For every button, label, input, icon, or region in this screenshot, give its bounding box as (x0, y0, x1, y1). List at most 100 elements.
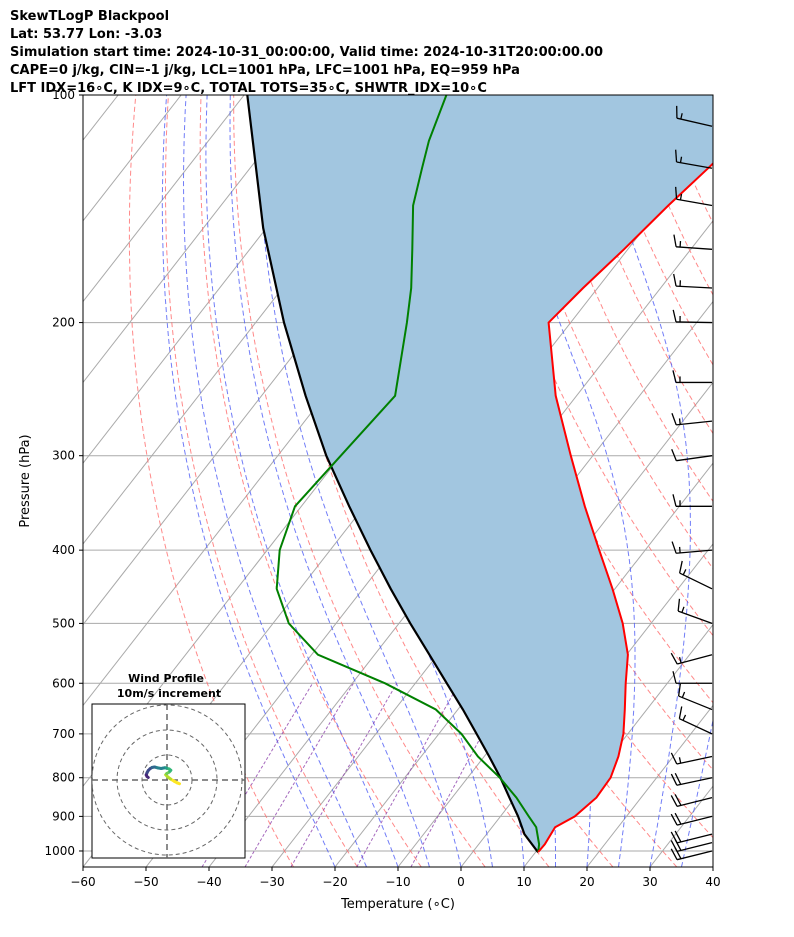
wind-barb (671, 413, 713, 426)
wind-barbs (670, 105, 713, 861)
wind-barb-flag (672, 370, 677, 383)
cin-cape-shading (247, 95, 713, 852)
x-tick-label: 20 (579, 875, 594, 889)
hodograph-frame (91, 703, 246, 859)
moist-adiabat-line (229, 95, 430, 867)
wind-barb (679, 560, 713, 590)
wind-barb (676, 105, 713, 127)
isotherm-line (334, 381, 713, 867)
wind-barb-flag (675, 149, 678, 163)
chart-header: SkewTLogP Blackpool Lat: 53.77 Lon: -3.0… (10, 8, 603, 98)
x-tick-label: −20 (322, 875, 347, 889)
wind-barb-half-flag (681, 691, 686, 698)
wind-barb-flag (675, 186, 678, 200)
y-tick-label: 400 (52, 543, 75, 557)
wind-barb-flag (677, 598, 681, 612)
chart-title: SkewTLogP Blackpool (10, 9, 170, 24)
isotherm-line (712, 866, 713, 867)
wind-barb (670, 652, 713, 665)
wind-barb-staff (676, 285, 713, 289)
dry-adiabat-line (199, 95, 422, 867)
parcel-profile-line (246, 95, 539, 853)
y-tick-label: 600 (52, 676, 75, 690)
isotherm-line (83, 95, 308, 384)
wind-barb-flag (677, 683, 681, 697)
hodograph-segment (145, 775, 150, 779)
wind-barb-half-flag (682, 714, 687, 721)
temperature-profile-line (537, 162, 713, 853)
wind-barb (670, 812, 713, 826)
x-tick-label: 10 (516, 875, 531, 889)
x-tick-label: 0 (457, 875, 465, 889)
wind-barb-flag (674, 794, 682, 806)
mixing-ratio-line (290, 683, 398, 867)
wind-barb-staff (675, 321, 713, 324)
station-coordinates: Lat: 53.77 Lon: -3.03 (10, 27, 163, 42)
wind-barb (678, 706, 713, 735)
moist-adiabat-line (182, 95, 367, 867)
y-tick-label: 300 (52, 449, 75, 463)
wind-barb-half-flag (680, 113, 683, 120)
dry-adiabat-line (128, 95, 294, 867)
wind-barb-flag (670, 652, 678, 665)
wind-barb-staff (676, 161, 713, 169)
y-tick-label: 1000 (44, 844, 75, 858)
y-tick-label: 800 (52, 771, 75, 785)
wind-barb-staff (676, 455, 713, 462)
isotherm-line (586, 704, 713, 867)
cape-cin-summary: CAPE=0 j/kg, CIN=-1 j/kg, LCL=1001 hPa, … (10, 63, 520, 78)
wind-barb-staff (676, 815, 713, 826)
hodograph-title: Wind Profile (128, 672, 204, 685)
wind-barb-flag (670, 840, 678, 852)
wind-barb-staff (676, 117, 713, 127)
x-tick-label: 40 (705, 875, 720, 889)
wind-barb-flag (670, 752, 678, 765)
wind-barb (671, 448, 713, 462)
wind-barb-half-flag (678, 657, 682, 664)
mixing-ratio-line (244, 683, 354, 867)
x-axis-label: Temperature (∘C) (340, 897, 455, 912)
y-tick-label: 500 (52, 616, 75, 630)
moist-adiabat-line (256, 95, 462, 867)
wind-barb-flag (674, 830, 682, 843)
wind-barb-staff (676, 842, 713, 853)
mixing-ratio-line (201, 683, 314, 867)
wind-barb (677, 598, 713, 625)
moist-adiabat-line (205, 95, 399, 867)
dry-adiabat-line (233, 95, 486, 867)
wind-barb-staff (677, 610, 713, 625)
wind-barb-flag (670, 831, 678, 844)
wind-barb-flag (673, 234, 677, 247)
y-tick-label: 200 (52, 316, 75, 330)
dewpoint-profile-line (275, 95, 541, 853)
wind-barb (677, 683, 713, 711)
wind-barb (670, 752, 713, 765)
wind-barb-half-flag (678, 418, 681, 425)
wind-barb-half-flag (678, 757, 682, 764)
wind-barb (672, 494, 712, 507)
y-tick-label: 900 (52, 809, 75, 823)
x-tick-label: 30 (642, 875, 657, 889)
wind-barb (670, 839, 713, 853)
y-tick-label: 100 (52, 88, 75, 102)
wind-barb-flag (672, 494, 677, 507)
wind-barb-flag (670, 795, 678, 807)
mixing-ratio-line (410, 683, 511, 867)
wind-barb-flag (674, 812, 682, 825)
x-tick-label: −60 (70, 875, 95, 889)
wind-barb-flag (670, 848, 678, 860)
wind-barb (672, 370, 712, 384)
wind-barb (670, 794, 713, 807)
x-tick-label: −40 (196, 875, 221, 889)
wind-barb-staff (676, 850, 713, 861)
hodograph-inset: Wind Profile 10m/s increment (91, 672, 246, 859)
wind-barb (670, 847, 713, 861)
moist-adiabat-line (712, 864, 713, 867)
wind-barb-staff (676, 246, 713, 250)
wind-barb-staff (676, 420, 713, 426)
wind-barb (675, 149, 713, 169)
dry-adiabat-line (788, 95, 794, 867)
wind-barb-staff (679, 718, 713, 735)
y-axis-label: Pressure (hPa) (18, 434, 33, 527)
